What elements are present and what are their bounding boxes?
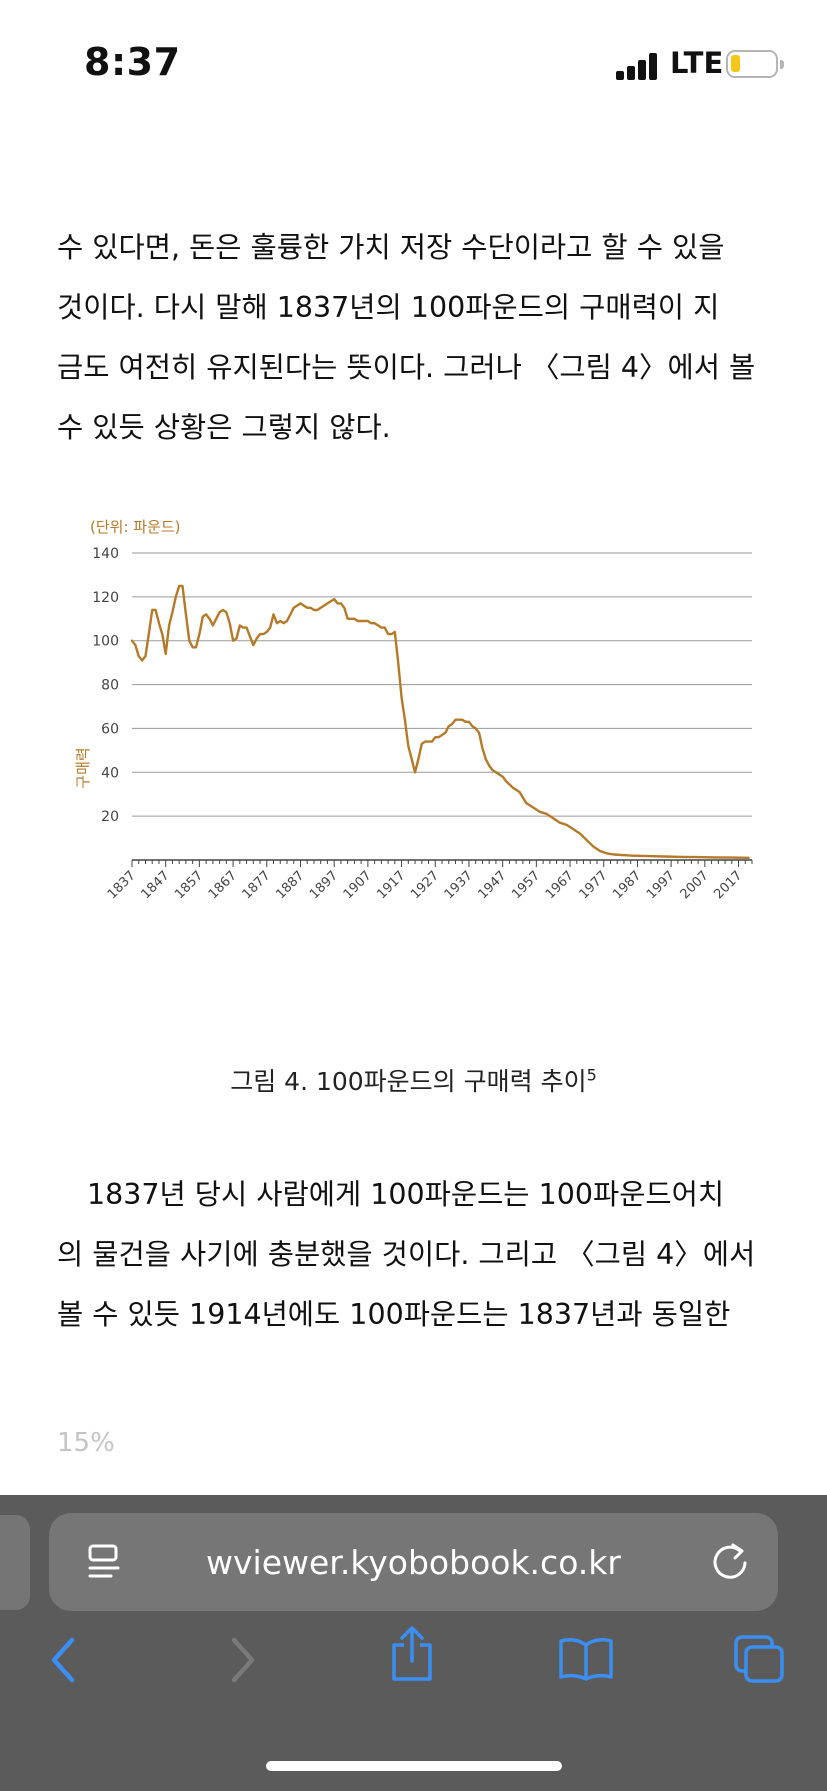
x-tick-label: 1977	[577, 868, 611, 902]
series-line	[130, 584, 750, 859]
x-tick-label: 1937	[442, 868, 476, 902]
x-tick-label: 1997	[644, 868, 678, 902]
x-tick-label: 1927	[408, 868, 442, 902]
status-bar: 8:37 LTE	[0, 0, 827, 130]
y-tick-label: 140	[92, 546, 119, 562]
x-tick-label: 1877	[240, 868, 274, 902]
y-tick-label: 60	[101, 721, 119, 737]
x-tick-label: 1897	[307, 868, 341, 902]
x-tick-label: 1847	[139, 868, 173, 902]
x-tick-label: 1967	[543, 868, 577, 902]
share-icon[interactable]	[389, 1625, 435, 1683]
network-type: LTE	[670, 46, 724, 80]
figure-caption: 그림 4. 100파운드의 구매력 추이5	[0, 1062, 827, 1098]
reader-mode-icon[interactable]	[87, 1543, 121, 1581]
bookmarks-icon[interactable]	[558, 1637, 614, 1681]
y-tick-label: 120	[92, 590, 119, 606]
reload-icon[interactable]	[710, 1541, 750, 1583]
chart-unit-label: (단위: 파운드)	[90, 518, 181, 536]
url-text[interactable]: wviewer.kyobobook.co.kr	[206, 1543, 621, 1582]
y-axis-label: 구매력	[74, 747, 92, 788]
y-tick-label: 80	[101, 678, 119, 694]
y-tick-labels: 20 40 60 80 100 120 140	[92, 546, 119, 825]
x-tick-label: 1947	[475, 868, 509, 902]
text-line: 것이다. 다시 말해 1837년의 100파운드의 구매력이 지	[57, 291, 720, 324]
x-tick-label: 1907	[341, 868, 375, 902]
x-tick-label: 1957	[509, 868, 543, 902]
address-bar[interactable]: wviewer.kyobobook.co.kr	[49, 1513, 778, 1611]
x-tick-label: 2007	[678, 868, 712, 902]
chart-grid	[132, 552, 752, 817]
text-line: 1837년 당시 사람에게 100파운드는 100파운드어치	[87, 1178, 725, 1211]
back-icon[interactable]	[46, 1635, 80, 1685]
text-line: 수 있듯 상황은 그렇지 않다.	[57, 411, 391, 444]
battery-icon	[726, 50, 784, 78]
browser-toolbar: wviewer.kyobobook.co.kr	[0, 1495, 827, 1791]
reading-progress: 15%	[57, 1428, 115, 1458]
home-indicator	[266, 1761, 562, 1771]
y-tick-label: 20	[101, 809, 119, 825]
forward-icon[interactable]	[226, 1635, 260, 1685]
x-tick-label: 1837	[105, 868, 139, 902]
x-tick-label: 1917	[374, 868, 408, 902]
y-tick-label: 40	[101, 765, 119, 781]
paragraph-2: 1837년 당시 사람에게 100파운드는 100파운드어치 의 물건을 사기에…	[57, 1165, 769, 1345]
y-tick-label: 100	[92, 634, 119, 650]
x-axis: 1837 1847 1857 1867 1877 1887 1897 1907 1917 1927…	[105, 859, 753, 902]
text-line: 수 있다면, 돈은 훌륭한 가치 저장 수단이라고 할 수 있을	[57, 231, 725, 264]
previous-tab-card[interactable]	[0, 1515, 30, 1610]
x-tick-label: 1867	[206, 868, 240, 902]
text-line: 의 물건을 사기에 충분했을 것이다. 그리고 〈그림 4〉에서	[57, 1238, 756, 1271]
text-line: 금도 여전히 유지된다는 뜻이다. 그러나 〈그림 4〉에서 볼	[57, 351, 756, 384]
tabs-icon[interactable]	[732, 1633, 786, 1685]
footnote-marker[interactable]: 5	[586, 1065, 597, 1085]
signal-strength-icon	[616, 52, 660, 80]
text-line: 볼 수 있듯 1914년에도 100파운드는 1837년과 동일한	[57, 1298, 731, 1331]
clock: 8:37	[84, 40, 181, 84]
caption-text: 그림 4. 100파운드의 구매력 추이	[230, 1067, 587, 1096]
x-tick-label: 1987	[610, 868, 644, 902]
paragraph-1: 수 있다면, 돈은 훌륭한 가치 저장 수단이라고 할 수 있을 것이다. 다시…	[57, 218, 769, 458]
x-tick-label: 1887	[273, 868, 307, 902]
x-tick-label: 1857	[172, 868, 206, 902]
x-tick-label: 2017	[711, 868, 745, 902]
purchasing-power-chart: (단위: 파운드) 구매력 20 40 60 80 100 120 140 1837 1847…	[74, 518, 753, 902]
